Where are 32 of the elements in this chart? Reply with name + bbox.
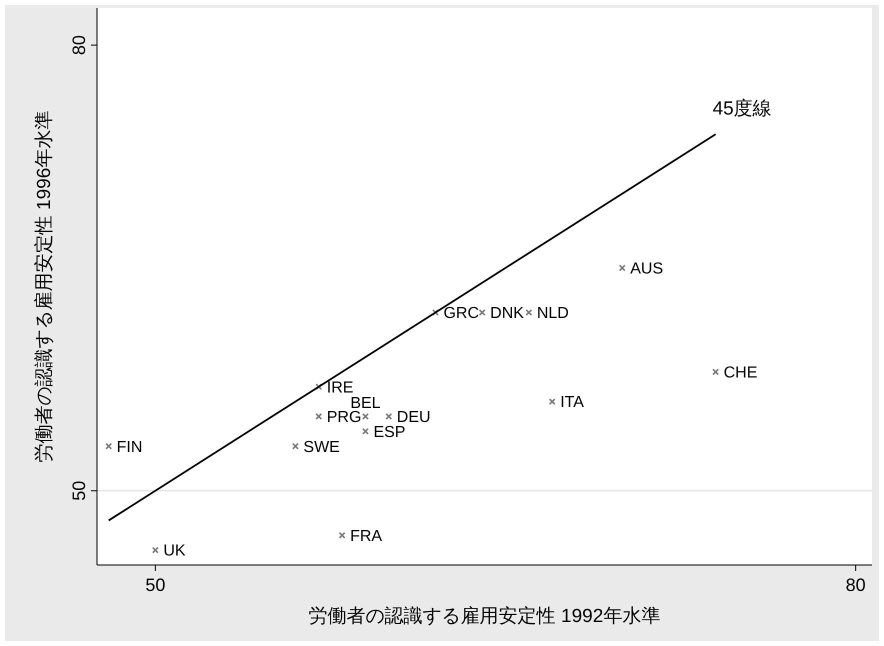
point [362,428,369,435]
point [338,532,346,539]
point [152,546,159,554]
point [432,309,439,316]
data-label: ESP [373,424,406,441]
data-label: AUS [630,260,664,278]
data-label: FIN [116,438,142,456]
data-label: PRG [326,409,362,426]
data-label: ITA [560,394,584,412]
data-label: DNK [490,305,524,322]
data-label: SWE [303,438,340,456]
point [315,383,322,390]
point [712,368,719,376]
x-axis-title: 労働者の認識する雇用安定性 1992年水準 [308,605,660,627]
point [105,442,112,450]
point [362,413,369,420]
data-label: NLD [536,305,569,322]
y-axis-title: 労働者の認識する雇用安定性 1996年水準 [33,110,55,462]
point [385,413,392,420]
data-label: CHE [724,364,758,382]
point [315,413,322,420]
data-label: GRC [443,305,480,322]
point [525,309,532,316]
data-label: DEU [396,409,431,426]
point [618,264,626,272]
point [292,442,299,450]
data-label: IRE [326,379,354,396]
data-label: UK [163,542,186,560]
point [548,398,556,406]
point [478,309,486,316]
data-label: FRA [350,528,382,545]
annotation: 45度線 [712,97,772,120]
